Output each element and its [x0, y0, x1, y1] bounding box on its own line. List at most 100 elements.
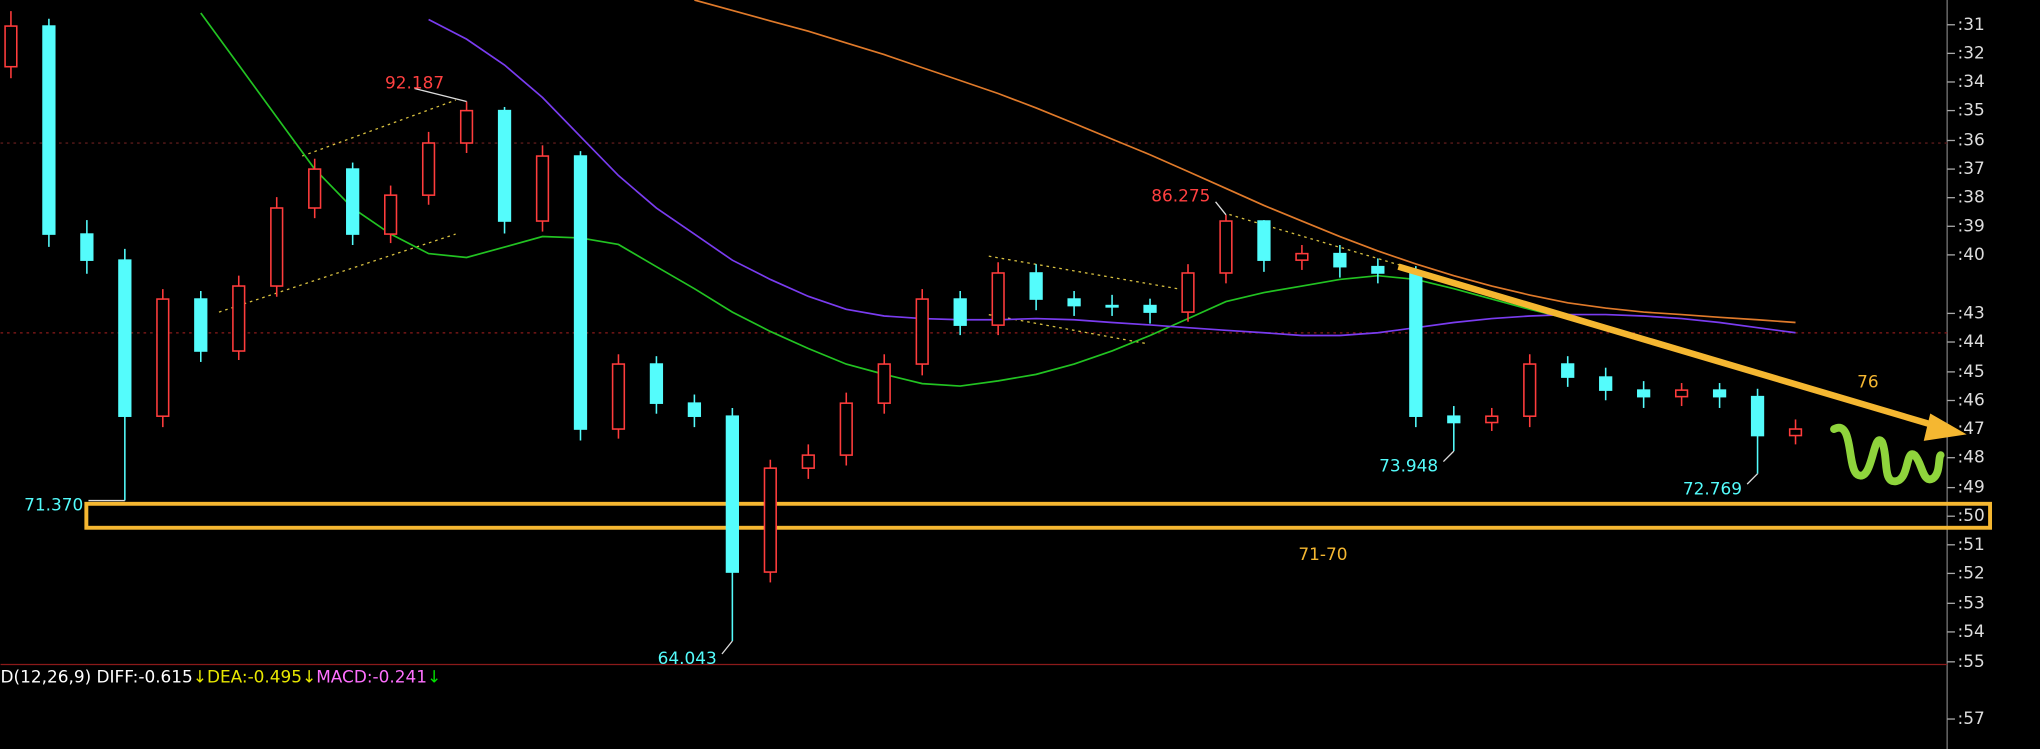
y-tick-label: :51 [1958, 534, 1985, 554]
y-tick-label: :52 [1958, 562, 1985, 582]
indicator-part: ↓ [427, 666, 441, 686]
candle-body [194, 298, 208, 352]
candle-body [384, 194, 398, 235]
trend-arrow-head [1923, 413, 1967, 441]
y-tick-label: :32 [1958, 42, 1985, 62]
ma-line [694, 0, 1796, 324]
y-tick-label: :31 [1958, 14, 1985, 34]
annotation-pointer [721, 640, 733, 655]
candle-body [1409, 272, 1423, 417]
annotation-label: 71.370 [24, 495, 83, 515]
indicator-part: D(12,26,9) DIFF:-0.615 [1, 666, 193, 686]
candle-body [953, 298, 967, 326]
candle-body [4, 25, 18, 68]
y-tick-label: :36 [1958, 129, 1985, 149]
y-tick-label: :44 [1958, 331, 1985, 351]
candle-body [877, 363, 891, 404]
indicator-part: ↓ [302, 666, 316, 686]
indicator-part: ↓ [193, 666, 207, 686]
candle-body [1295, 252, 1309, 261]
plot: :31 :32 :34 :35 :36 :37 :38 :39 :40 :43 :44 :45 :46:… [4, 0, 1993, 728]
y-tick-label: :50 [1958, 505, 1985, 525]
indicator-part: MACD:-0.241 [316, 666, 427, 686]
annotation-label: 86.275 [1151, 186, 1210, 206]
candle-body [687, 402, 702, 417]
y-tick-label: :49 [1958, 477, 1985, 497]
candle-body [118, 259, 132, 417]
y-tick-label: :37 [1958, 158, 1985, 178]
candle-body [1143, 304, 1157, 313]
candle-body [1219, 220, 1233, 274]
indicator-text: D(12,26,9) DIFF:-0.615↓DEA:-0.495↓MACD:-… [1, 666, 442, 686]
candle-body [573, 155, 588, 430]
annotation-pointer [414, 87, 467, 103]
candle-body [42, 25, 56, 235]
candle-body [1447, 415, 1461, 424]
candle-body [535, 155, 550, 222]
y-tick-label: :53 [1958, 592, 1985, 612]
target-label: 76 [1857, 371, 1879, 391]
candle-body [1333, 252, 1347, 268]
candle-body [1712, 389, 1727, 398]
candle-body [1637, 389, 1651, 398]
candle-body [270, 207, 284, 287]
candle-body [1599, 376, 1613, 391]
y-tick-label: :39 [1958, 215, 1985, 235]
candle-body [497, 109, 512, 222]
candle-body [611, 363, 626, 430]
candle-body [459, 109, 474, 144]
zone-label: 71-70 [1298, 544, 1347, 564]
y-tick-label: :38 [1958, 187, 1985, 207]
annotation-label: 64.043 [658, 648, 717, 668]
y-tick-label: :34 [1958, 71, 1985, 91]
candle-body [1105, 304, 1119, 308]
y-tick-label: :57 [1958, 708, 1985, 728]
candle-body [421, 142, 436, 196]
y-tick-label: :46 [1958, 389, 1985, 409]
candle-body [308, 168, 322, 209]
candle-body [1523, 363, 1537, 417]
y-tick-label: :40 [1958, 244, 1985, 264]
annotation-label: 73.948 [1379, 456, 1438, 476]
candle-body [1029, 272, 1043, 300]
annotation-pointer [1746, 473, 1759, 485]
candle-body [1674, 389, 1689, 398]
candle-body [991, 272, 1005, 326]
annotation-label: 92.187 [385, 72, 444, 92]
support-zone [84, 501, 1993, 530]
candle-body [1750, 395, 1765, 437]
y-tick-label: :55 [1958, 651, 1985, 671]
candle-body [1788, 428, 1803, 437]
y-tick-label: :35 [1958, 100, 1985, 120]
y-tick-label: :47 [1958, 418, 1985, 438]
sketch-squiggle [1830, 423, 1945, 486]
candle-body [80, 233, 94, 261]
candle-body [1485, 415, 1499, 424]
candle-body [839, 402, 853, 456]
candle-body [1561, 363, 1575, 378]
indicator-part: DEA:-0.495 [207, 666, 302, 686]
candle-body [1257, 220, 1271, 261]
candle-body [801, 454, 815, 469]
candle-body [1181, 272, 1195, 313]
candle-body [649, 363, 664, 404]
candle-body [156, 298, 170, 417]
y-tick-label: :45 [1958, 361, 1985, 381]
annotation-label: 72.769 [1683, 478, 1742, 498]
candle-body [1371, 265, 1385, 274]
candle-body [1067, 298, 1081, 307]
y-tick-label: :43 [1958, 302, 1985, 322]
candle-body [232, 285, 246, 352]
trend-arrow [1397, 263, 1939, 430]
y-tick-label: :48 [1958, 447, 1985, 467]
candle-body [725, 415, 739, 573]
candle-body [346, 168, 360, 235]
annotation-pointer [1215, 201, 1227, 216]
ma-line [200, 12, 1644, 387]
annotation-pointer [1442, 450, 1455, 462]
candle-body [915, 298, 929, 365]
candle-body [763, 467, 777, 573]
y-tick-label: :54 [1958, 621, 1985, 641]
